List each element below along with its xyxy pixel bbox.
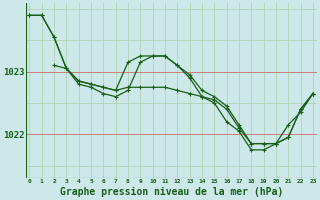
X-axis label: Graphe pression niveau de la mer (hPa): Graphe pression niveau de la mer (hPa) <box>60 187 283 197</box>
